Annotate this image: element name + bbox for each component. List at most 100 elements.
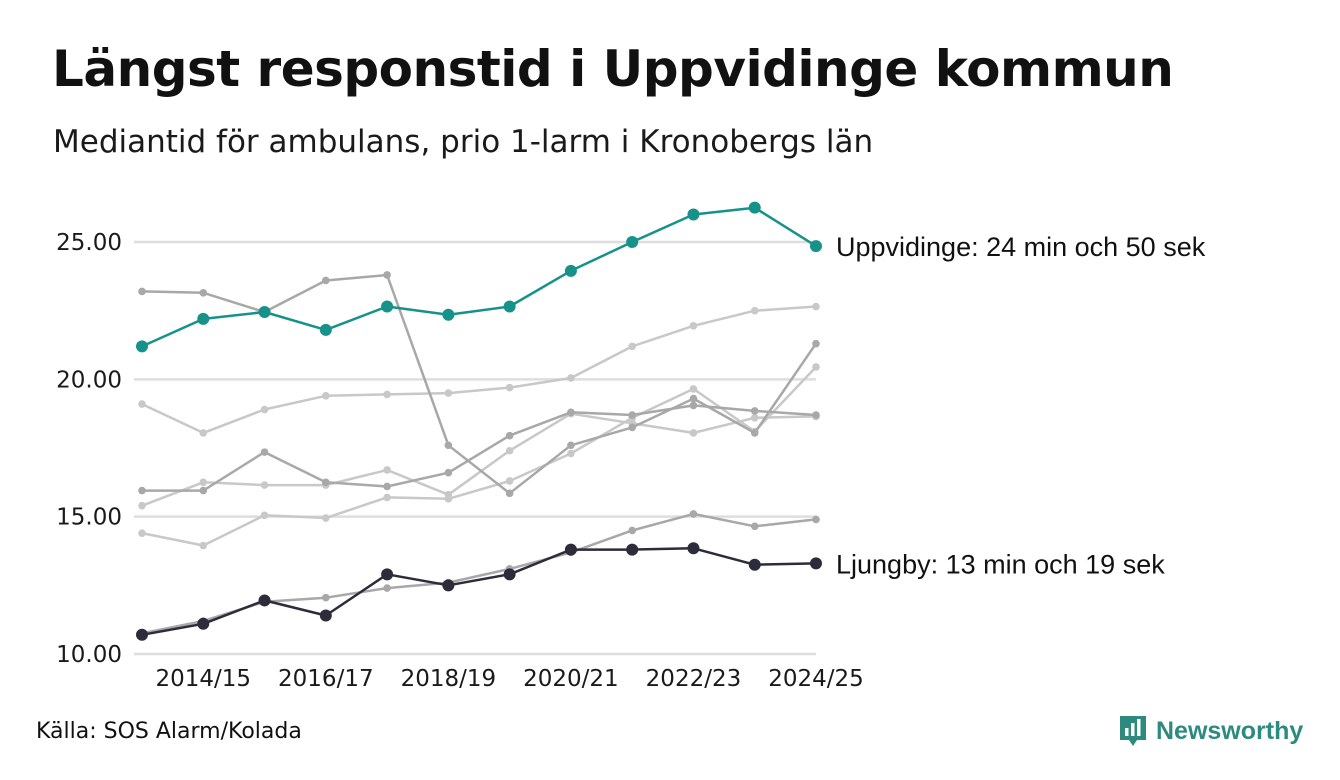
chart-subtitle: Mediantid för ambulans, prio 1-larm i Kr… (53, 124, 874, 160)
data-point (138, 486, 146, 495)
data-point (689, 385, 698, 393)
data-point (628, 526, 636, 535)
data-point (628, 411, 636, 419)
data-point (812, 411, 820, 419)
data-point (322, 514, 330, 522)
data-point (383, 493, 391, 502)
y-axis-ticks: 10.00 15.00 20.00 25.00 (56, 230, 122, 668)
data-point (444, 441, 453, 450)
data-point (442, 308, 455, 321)
data-point (199, 478, 208, 487)
data-point (199, 541, 208, 550)
data-point (689, 394, 698, 403)
x-tick-label: 2018/19 (401, 666, 497, 692)
series-line (142, 404, 817, 492)
data-point (810, 240, 822, 253)
series-line (141, 547, 817, 637)
data-point (750, 413, 759, 422)
data-point (442, 579, 455, 592)
data-point (383, 466, 391, 474)
data-point (628, 423, 636, 432)
data-point (505, 489, 514, 498)
data-point (689, 321, 698, 330)
data-point (322, 276, 330, 285)
data-point (503, 300, 516, 313)
series-layer (136, 201, 822, 641)
data-point (750, 522, 759, 531)
data-point (687, 208, 700, 221)
x-tick-label: 2024/25 (768, 666, 864, 692)
x-tick-label: 2022/23 (646, 666, 742, 692)
end-label-ljungby: Ljungby: 13 min och 19 sek (836, 549, 1165, 579)
data-point (138, 287, 146, 296)
data-point (199, 429, 208, 437)
data-point (138, 400, 146, 408)
series-kommun-b (138, 302, 820, 437)
x-axis-ticks: 2014/15 2016/17 2018/19 2020/21 2022/23 2024/… (155, 666, 863, 692)
y-tick-label: 25.00 (56, 230, 122, 256)
data-point (138, 501, 146, 510)
data-point (383, 271, 391, 279)
series-kommun-e (138, 363, 820, 550)
data-point (689, 510, 698, 518)
data-point (322, 593, 330, 602)
data-point (812, 363, 820, 371)
data-point (260, 511, 269, 520)
data-point (258, 306, 271, 319)
source-note: Källa: SOS Alarm/Kolada (36, 719, 302, 744)
data-point (810, 557, 822, 570)
data-point (444, 495, 453, 503)
data-point (564, 264, 577, 277)
series-line (141, 206, 817, 348)
data-point (260, 405, 269, 414)
newsworthy-logo-icon (1120, 716, 1146, 746)
data-point (136, 628, 148, 641)
data-point (567, 449, 575, 458)
series-kommun-d (138, 409, 820, 510)
data-point (564, 543, 577, 556)
data-point (258, 594, 271, 607)
data-point (505, 431, 514, 440)
series-ljungby (136, 542, 822, 641)
end-labels: Ljungby: 13 min och 19 sek Uppvidinge: 24… (836, 232, 1206, 579)
data-point (689, 429, 698, 437)
series-line (141, 366, 817, 547)
data-point (319, 609, 332, 622)
series-kommun-f (138, 510, 820, 638)
logo-text: Newsworthy (1156, 716, 1304, 745)
end-label-uppvidinge: Uppvidinge: 24 min och 50 sek (836, 232, 1206, 262)
data-point (748, 558, 761, 571)
data-point (750, 306, 759, 315)
series-line (141, 305, 817, 435)
data-point (567, 408, 575, 417)
newsworthy-logo[interactable]: Newsworthy (1118, 714, 1303, 748)
x-tick-label: 2014/15 (155, 666, 251, 692)
y-tick-label: 10.00 (56, 642, 122, 668)
data-point (628, 342, 636, 351)
series-line (141, 273, 818, 495)
data-point (503, 568, 516, 581)
data-point (197, 617, 210, 630)
data-point (626, 543, 639, 556)
data-point (567, 374, 575, 382)
data-point (381, 300, 394, 313)
series-kommun-c (138, 401, 820, 495)
data-point (812, 302, 820, 311)
data-point (444, 389, 453, 397)
data-point (444, 468, 453, 477)
series-kommun-a (138, 271, 820, 498)
data-point (687, 542, 700, 555)
data-point (812, 515, 820, 524)
x-tick-label: 2020/21 (523, 666, 619, 692)
data-point (383, 482, 391, 491)
data-point (505, 477, 514, 485)
data-point (199, 289, 208, 297)
data-point (505, 383, 514, 392)
data-point (750, 407, 759, 415)
data-point (567, 441, 575, 450)
data-point (260, 448, 269, 456)
series-uppvidinge (136, 201, 822, 353)
data-point (322, 478, 330, 487)
data-point (383, 390, 391, 399)
